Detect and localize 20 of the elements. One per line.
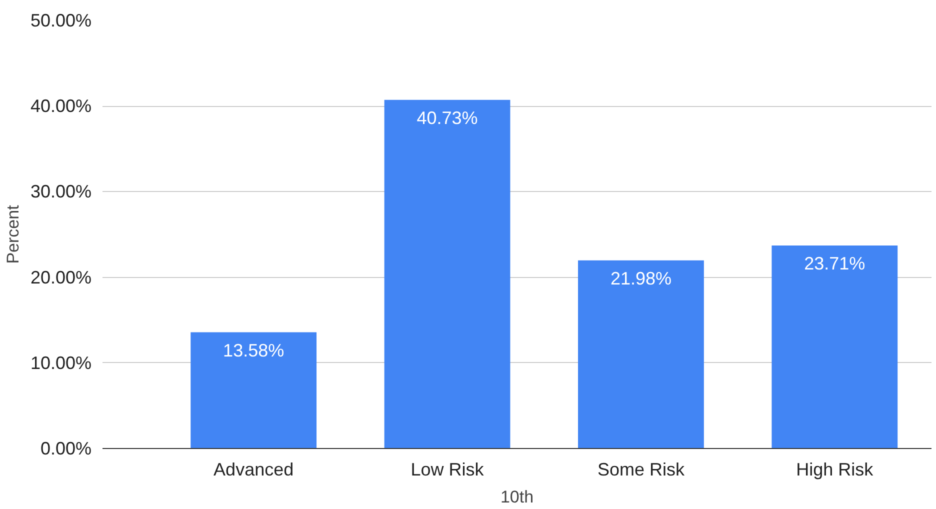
bar: [190, 332, 317, 448]
data-label: 21.98%: [610, 268, 672, 288]
y-tick-label: 20.00%: [30, 267, 92, 288]
x-tick-label: Low Risk: [410, 460, 485, 480]
bar: [384, 100, 510, 448]
x-tick-label: High Risk: [796, 460, 874, 480]
bar: [578, 260, 704, 448]
x-axis-title: 10th: [500, 488, 534, 506]
y-tick-label: 10.00%: [30, 352, 92, 373]
y-tick-label: 50.00%: [30, 10, 92, 30]
data-label: 40.73%: [416, 108, 478, 128]
y-tick-label: 40.00%: [30, 96, 92, 116]
bar: [772, 246, 898, 448]
y-tick-label: 30.00%: [30, 182, 92, 202]
x-tick-label: Advanced: [214, 460, 294, 480]
data-label: 13.58%: [223, 340, 284, 360]
y-tick-label: 0.00%: [40, 438, 92, 458]
y-axis-title: Percent: [3, 204, 22, 264]
x-tick-label: Some Risk: [597, 460, 686, 480]
data-label: 23.71%: [804, 254, 866, 274]
